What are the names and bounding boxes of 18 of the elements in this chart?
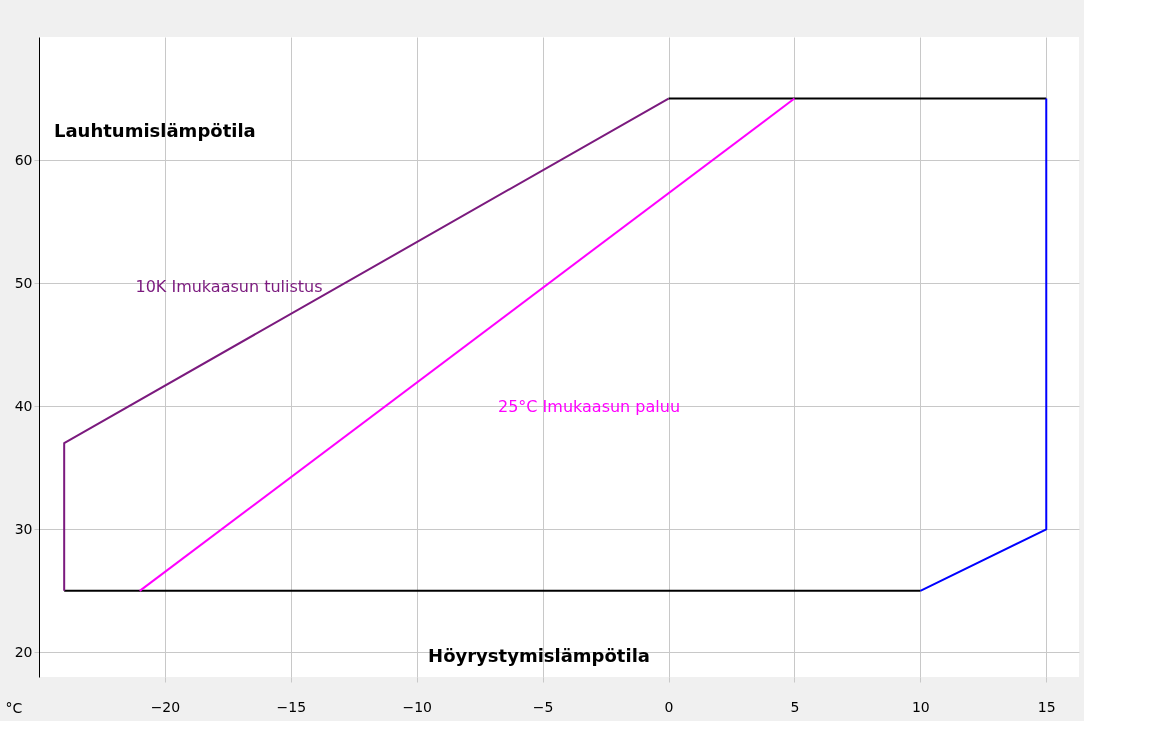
y-tick-label: 20	[14, 643, 33, 660]
x-tick-label: −5	[532, 698, 554, 715]
y-tick-label: 50	[14, 274, 33, 291]
series-label: 10K Imukaasun tulistus	[135, 277, 323, 296]
y-tick-label: 60	[14, 151, 33, 168]
x-tick-label: 15	[1037, 698, 1056, 715]
y-tick-label: 40	[14, 397, 33, 414]
x-tick-label: −10	[402, 698, 432, 715]
x-tick-label: −20	[150, 698, 181, 715]
x-tick-label: −15	[276, 698, 307, 715]
text: 25°C Imukaasun paluu	[497, 397, 681, 416]
y-axis-title: Lauhtumislämpötila	[54, 120, 256, 141]
x-tick-label: 5	[790, 698, 800, 715]
x-axis-title: Höyrystymislämpötila	[428, 645, 650, 666]
x-tick-label: 0	[664, 698, 674, 715]
text: °C	[5, 700, 23, 716]
y-tick-label: 30	[14, 520, 33, 537]
x-tick-label: 10	[911, 698, 930, 715]
